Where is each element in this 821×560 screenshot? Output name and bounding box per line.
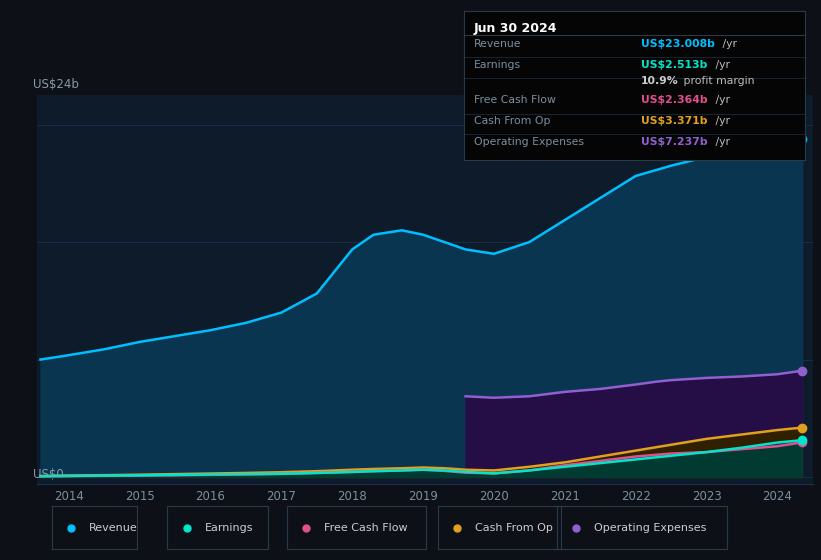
Text: Operating Expenses: Operating Expenses [474, 137, 584, 147]
Text: US$3.371b: US$3.371b [641, 116, 708, 126]
Text: Cash From Op: Cash From Op [475, 522, 553, 533]
Text: /yr: /yr [712, 137, 730, 147]
Text: US$24b: US$24b [33, 78, 79, 91]
Text: Free Cash Flow: Free Cash Flow [474, 95, 556, 105]
Text: US$2.364b: US$2.364b [641, 95, 708, 105]
Text: /yr: /yr [712, 59, 730, 69]
Text: Jun 30 2024: Jun 30 2024 [474, 22, 557, 35]
Text: Revenue: Revenue [89, 522, 137, 533]
Text: US$0: US$0 [33, 468, 64, 480]
Text: Earnings: Earnings [204, 522, 253, 533]
Text: US$2.513b: US$2.513b [641, 59, 708, 69]
Text: Free Cash Flow: Free Cash Flow [324, 522, 408, 533]
Text: /yr: /yr [719, 39, 737, 49]
Text: profit margin: profit margin [681, 76, 754, 86]
Text: US$7.237b: US$7.237b [641, 137, 708, 147]
Text: 10.9%: 10.9% [641, 76, 679, 86]
Text: Operating Expenses: Operating Expenses [594, 522, 707, 533]
Text: Revenue: Revenue [474, 39, 521, 49]
Text: US$23.008b: US$23.008b [641, 39, 715, 49]
Text: /yr: /yr [712, 95, 730, 105]
Text: Earnings: Earnings [474, 59, 521, 69]
Text: /yr: /yr [712, 116, 730, 126]
Text: Cash From Op: Cash From Op [474, 116, 551, 126]
